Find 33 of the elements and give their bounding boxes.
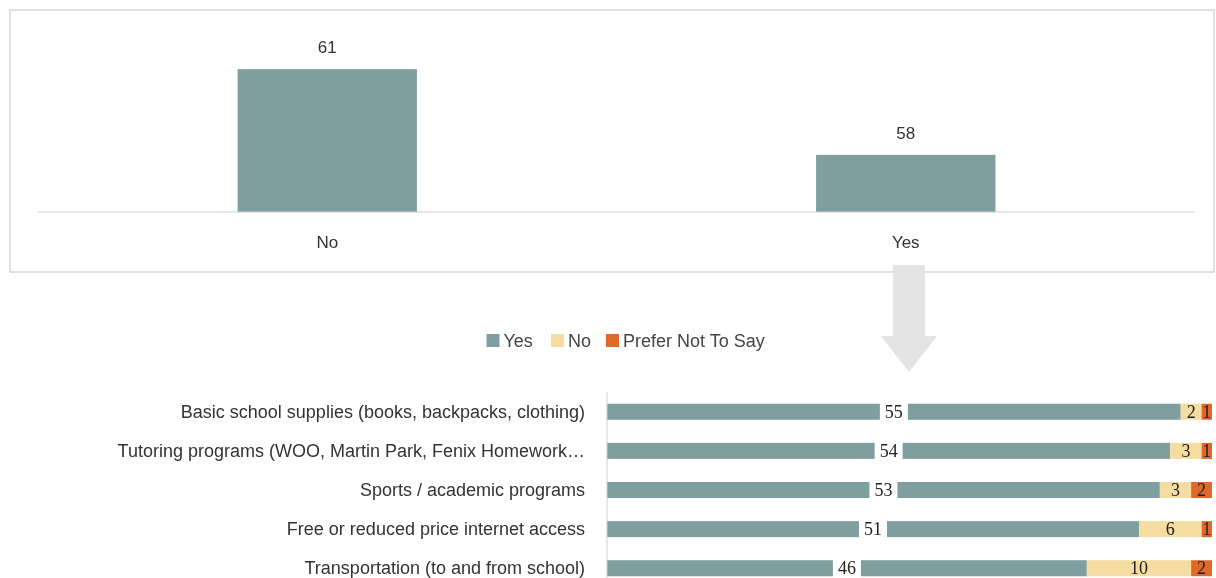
data-label: 1 xyxy=(1202,440,1212,461)
bar xyxy=(607,442,1171,459)
data-label: 1 xyxy=(1202,401,1212,422)
data-label: 53 xyxy=(874,480,893,500)
bar xyxy=(1086,560,1192,577)
data-label: 55 xyxy=(884,401,903,422)
data-label: 51 xyxy=(863,519,882,540)
data-label: 2 xyxy=(1186,401,1196,422)
data-label: 1 xyxy=(1202,519,1212,540)
data-label: 54 xyxy=(879,440,898,461)
bar xyxy=(1138,521,1202,538)
bar xyxy=(607,560,1087,577)
y-tick-label: Free or reduced price internet access xyxy=(286,519,585,540)
y-tick-label: Tutoring programs (WOO, Martin Park, Fenix Homework… xyxy=(117,440,585,461)
legend-label: No xyxy=(568,331,592,351)
bar xyxy=(1170,442,1202,459)
data-label: 46 xyxy=(837,558,856,578)
bar xyxy=(607,403,1181,420)
bar xyxy=(607,481,1160,499)
bar xyxy=(607,521,1139,538)
y-tick-label: Transportation (to and from school) xyxy=(304,558,585,578)
data-label: 58 xyxy=(896,123,916,143)
data-label: 2 xyxy=(1197,480,1207,500)
data-label: 3 xyxy=(1170,480,1180,500)
data-label: 3 xyxy=(1181,440,1191,461)
data-label: 10 xyxy=(1129,558,1148,578)
data-label: 2 xyxy=(1197,558,1207,578)
legend-label: Prefer Not To Say xyxy=(623,331,765,351)
data-label: 61 xyxy=(317,38,337,58)
data-label: 6 xyxy=(1165,519,1175,540)
legend-label: Yes xyxy=(503,331,533,351)
y-tick-label: Basic school supplies (books, backpacks, clothing) xyxy=(180,401,585,422)
y-tick-label: Sports / academic programs xyxy=(359,480,585,500)
